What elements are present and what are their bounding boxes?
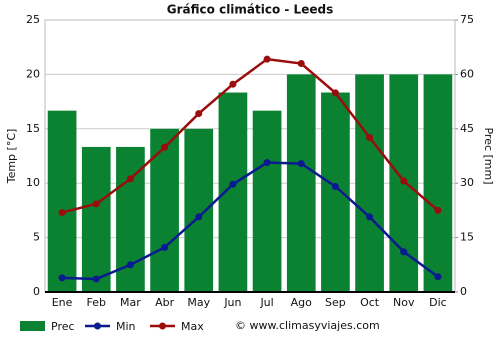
y2-tick-label: 30 xyxy=(460,176,474,189)
point xyxy=(297,60,305,68)
x-tick-label: Mar xyxy=(120,296,141,309)
y-axis-label: Temp [°C] xyxy=(5,129,18,185)
point xyxy=(331,182,339,190)
y2-tick-label: 45 xyxy=(460,122,474,135)
point xyxy=(400,177,408,185)
x-tick-label: Jun xyxy=(223,296,241,309)
x-tick-label: Abr xyxy=(155,296,175,309)
point xyxy=(263,55,271,63)
x-tick-label: May xyxy=(187,296,210,309)
point xyxy=(434,273,442,281)
x-tick-label: Feb xyxy=(87,296,106,309)
bar xyxy=(321,92,350,293)
bar xyxy=(286,74,316,293)
y2-tick-label: 0 xyxy=(460,285,467,298)
watermark: © www.climasyviajes.com xyxy=(235,319,380,332)
y-tick-label: 15 xyxy=(26,122,40,135)
x-tick-label: Dic xyxy=(429,296,447,309)
legend-swatch xyxy=(20,321,45,331)
x-tick-label: Jul xyxy=(259,296,273,309)
point xyxy=(92,200,100,208)
y2-tick-label: 75 xyxy=(460,13,474,26)
point xyxy=(161,143,169,151)
y2-axis-label: Prec [mm] xyxy=(482,127,495,184)
point xyxy=(400,248,408,256)
bar xyxy=(423,74,453,293)
point xyxy=(366,134,374,142)
line xyxy=(61,57,439,214)
point xyxy=(331,89,339,97)
bar xyxy=(184,128,214,292)
legend-marker xyxy=(94,322,101,330)
bar xyxy=(252,110,282,293)
bar xyxy=(355,74,384,293)
y2-tick-label: 60 xyxy=(460,67,474,80)
x-tick-label: Oct xyxy=(360,296,380,309)
y-tick-label: 5 xyxy=(33,231,40,244)
point xyxy=(366,213,374,221)
chart-title: Gráfico climático - Leeds xyxy=(167,3,333,17)
y-tick-label: 10 xyxy=(26,176,40,189)
legend-label: Prec xyxy=(51,320,75,333)
x-tick-label: Nov xyxy=(393,296,415,309)
point xyxy=(58,274,66,282)
x-tick-label: Ene xyxy=(52,296,73,309)
y-tick-label: 20 xyxy=(26,67,40,80)
bar xyxy=(150,128,179,292)
point xyxy=(195,213,203,221)
point xyxy=(297,160,305,168)
point xyxy=(126,175,134,183)
point xyxy=(195,110,203,118)
x-tick-label: Sep xyxy=(325,296,346,309)
point xyxy=(92,275,100,283)
bar xyxy=(81,146,111,292)
legend-marker xyxy=(159,322,166,330)
point xyxy=(161,243,169,251)
y-tick-label: 25 xyxy=(26,13,40,26)
point xyxy=(434,206,442,214)
legend-label: Max xyxy=(181,320,204,333)
point xyxy=(229,80,237,88)
bar xyxy=(47,110,77,293)
point xyxy=(126,261,134,269)
point xyxy=(229,180,237,188)
line xyxy=(62,161,439,281)
x-tick-label: Ago xyxy=(291,296,313,309)
legend-label: Min xyxy=(116,320,136,333)
y2-tick-label: 15 xyxy=(460,231,474,244)
point xyxy=(263,159,271,167)
y-tick-label: 0 xyxy=(33,285,40,298)
point xyxy=(58,209,66,217)
